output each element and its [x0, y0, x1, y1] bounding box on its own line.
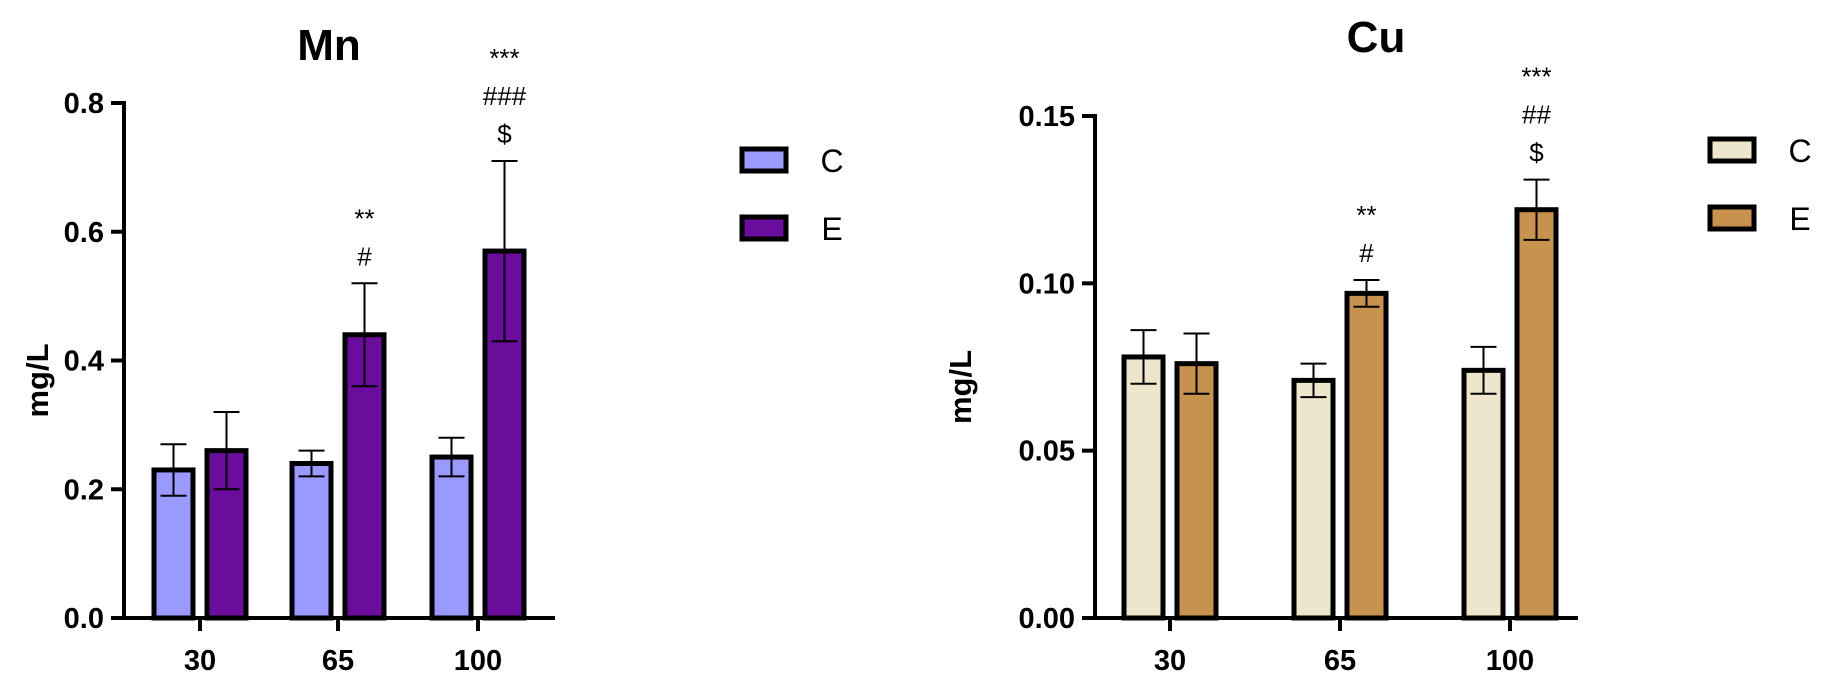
bar-c-100: [1461, 367, 1506, 621]
bar-c-100: [429, 454, 474, 621]
bar-e-65: [342, 332, 387, 621]
y-tick-label: 0.0: [64, 603, 104, 635]
y-tick-label: 0.10: [1019, 268, 1075, 300]
y-tick-label: 0.8: [64, 88, 104, 120]
significance-label: **: [354, 203, 374, 233]
bar-c-30: [1121, 354, 1166, 621]
legend-swatch-e: [1707, 204, 1757, 232]
bar-e-65: [1344, 290, 1389, 621]
y-axis-label: mg/L: [943, 350, 978, 424]
significance-label: ##: [1522, 100, 1551, 130]
legend-label-e: E: [821, 211, 842, 247]
x-tick-label: 65: [1324, 645, 1356, 677]
bar-c-65: [1291, 377, 1336, 621]
y-tick-label: 0.4: [64, 346, 104, 378]
legend-label-c: C: [820, 143, 843, 179]
chart-cu: Cu mg/L 0.00 0.05 0.10 0.15 30 65 100 ** # *** ## $ CE: [943, 13, 1812, 677]
x-tick-label: 65: [322, 645, 354, 677]
bar-c-65: [289, 461, 334, 621]
significance-label: **: [1356, 200, 1376, 230]
y-tick-label: 0.15: [1019, 101, 1075, 133]
legend-swatch-c: [739, 146, 789, 174]
significance-label: ***: [1521, 62, 1551, 92]
y-tick-label: 0.6: [64, 217, 104, 249]
legend-swatch-e: [739, 214, 789, 242]
x-tick-label: 100: [1486, 645, 1534, 677]
legend-swatch-c: [1707, 136, 1757, 164]
significance-label: $: [497, 119, 512, 149]
significance-label: #: [1359, 238, 1374, 268]
significance-label: ***: [489, 43, 519, 73]
significance-label: #: [357, 241, 372, 271]
y-tick-label: 0.2: [64, 474, 104, 506]
y-tick-label: 0.00: [1019, 603, 1075, 635]
significance-label: ###: [483, 81, 527, 111]
chart-title: Cu: [1347, 13, 1406, 62]
x-tick-label: 100: [454, 645, 502, 677]
significance-label: $: [1529, 138, 1544, 168]
chart-title: Mn: [297, 21, 361, 70]
bar-e-100: [1514, 207, 1559, 621]
x-tick-label: 30: [184, 645, 216, 677]
legend-label-c: C: [1788, 133, 1811, 169]
y-tick-label: 0.05: [1019, 436, 1075, 468]
bar-e-30: [1174, 361, 1219, 621]
y-axis-label: mg/L: [20, 343, 55, 417]
x-tick-label: 30: [1154, 645, 1186, 677]
legend-label-e: E: [1789, 201, 1810, 237]
chart-mn: Mn mg/L 0.0 0.2 0.4 0.6 0.8 30 65 100 ** # *** ### $ CE: [20, 21, 844, 677]
